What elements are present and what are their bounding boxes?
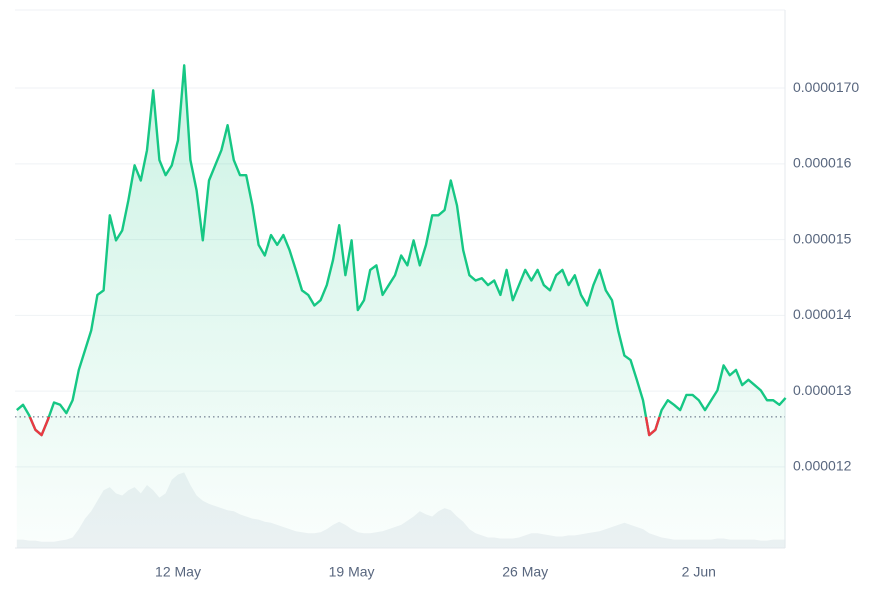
y-tick-label: 0.000015 [793, 230, 852, 246]
x-tick-label: 2 Jun [682, 564, 716, 580]
x-tick-label: 12 May [155, 564, 201, 580]
x-tick-label: 19 May [329, 564, 375, 580]
price-area [16, 65, 786, 548]
y-tick-label: 0.000013 [793, 382, 852, 398]
x-tick-label: 26 May [502, 564, 548, 580]
y-tick-label: 0.0000170 [793, 79, 859, 95]
y-tick-label: 0.000016 [793, 155, 852, 171]
y-tick-label: 0.000014 [793, 306, 852, 322]
y-tick-label: 0.000012 [793, 458, 852, 474]
price-line-below [28, 416, 661, 437]
